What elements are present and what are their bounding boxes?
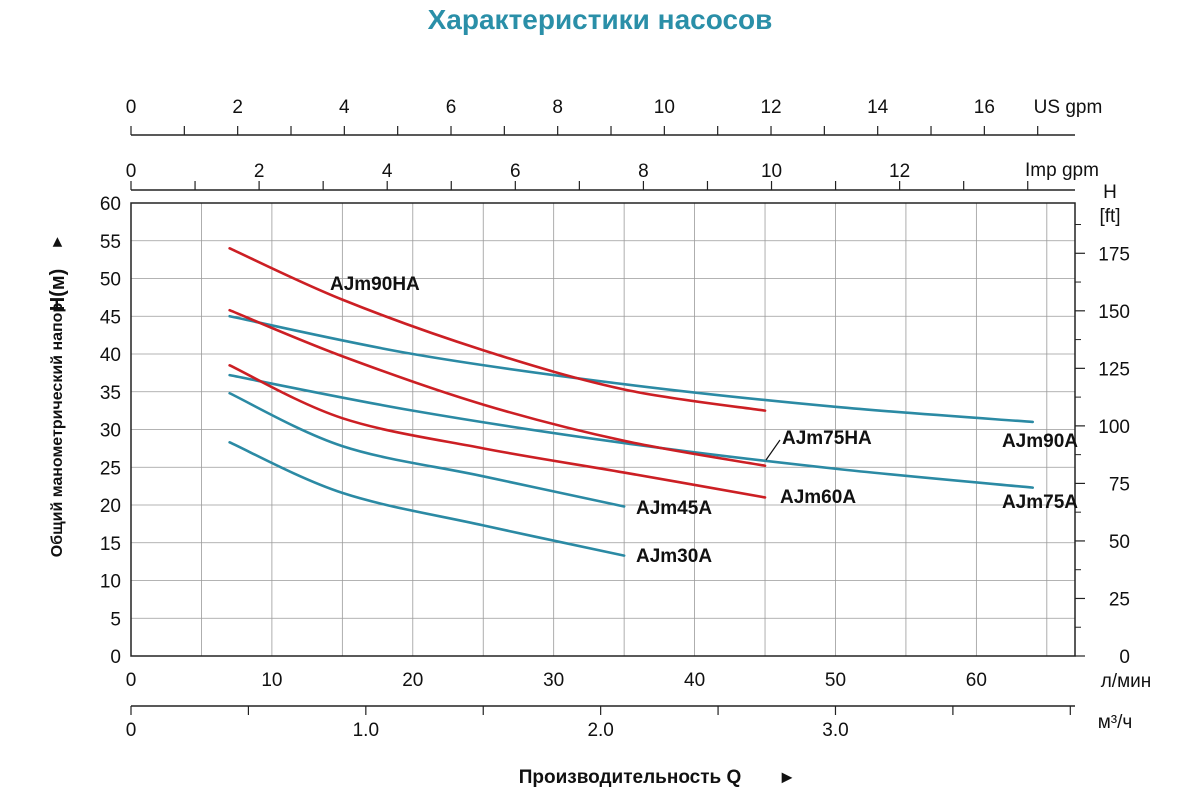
- us-gpm-tick-label: 4: [339, 97, 350, 118]
- y-tick-label: 25: [100, 458, 121, 479]
- imp-gpm-tick-label: 0: [126, 161, 137, 182]
- x-tick-label: 60: [966, 670, 987, 691]
- imp-gpm-tick-label: 10: [761, 161, 782, 182]
- series-label-ajm30a: AJm30A: [636, 546, 712, 567]
- y-tick-label: 0: [110, 647, 121, 668]
- us-gpm-axis-unit: US gpm: [1034, 97, 1103, 118]
- labels: Общий манометрический напор H(м) ► Произ…: [47, 97, 1151, 788]
- x-axis-unit: л/мин: [1101, 671, 1152, 692]
- x-tick-label: 30: [543, 670, 564, 691]
- us-gpm-tick-label: 12: [760, 97, 781, 118]
- m3h-tick-label: 0: [126, 720, 137, 741]
- x-tick-label: 0: [126, 670, 137, 691]
- ft-tick-label: 125: [1098, 359, 1130, 380]
- y-tick-label: 5: [110, 609, 121, 630]
- series-label-ajm90a: AJm90A: [1002, 431, 1078, 452]
- series-label-ajm75ha: AJm75HA: [782, 428, 872, 449]
- series-label-ajm45a: AJm45A: [636, 498, 712, 519]
- m3h-tick-label: 1.0: [353, 720, 379, 741]
- x-tick-label: 40: [684, 670, 705, 691]
- series-label-ajm75a: AJm75A: [1002, 492, 1078, 513]
- y-tick-label: 35: [100, 383, 121, 404]
- ft-tick-label: 75: [1109, 474, 1130, 495]
- us-gpm-tick-label: 2: [232, 97, 243, 118]
- y-axis-label: Общий манометрический напор: [49, 303, 66, 558]
- y-tick-label: 20: [100, 496, 121, 517]
- y-tick-label: 60: [100, 194, 121, 215]
- series-line-ajm75a: [228, 373, 1035, 489]
- ft-tick-label: 150: [1098, 302, 1130, 323]
- ft-tick-label: 100: [1098, 417, 1130, 438]
- m3h-tick-label: 3.0: [822, 720, 848, 741]
- series-line-ajm60a: [228, 364, 767, 499]
- series-line-ajm90ha: [228, 247, 767, 412]
- ft-tick-label: 25: [1109, 589, 1130, 610]
- us-gpm-tick-label: 0: [126, 97, 137, 118]
- us-gpm-tick-label: 14: [867, 97, 889, 118]
- imp-gpm-axis-unit: Imp gpm: [1025, 160, 1099, 181]
- ft-tick-label: 0: [1119, 647, 1130, 668]
- imp-gpm-tick-label: 8: [638, 161, 649, 182]
- y-axis-unit: H(м): [47, 269, 69, 312]
- series-labels: AJm90HA AJm75HA AJm60A AJm90A AJm75A AJm45A AJ…: [330, 274, 1078, 567]
- imp-gpm-tick-label: 6: [510, 161, 521, 182]
- us-gpm-tick-label: 16: [974, 97, 995, 118]
- imp-gpm-tick-label: 4: [382, 161, 393, 182]
- chart-title: Характеристики насосов: [427, 4, 773, 35]
- series-leader-ajm75ha: [765, 439, 781, 461]
- right-axis-label-unit: [ft]: [1099, 206, 1120, 227]
- y-tick-label: 50: [100, 270, 121, 291]
- grid: [130, 202, 1075, 657]
- plot-frame: [130, 202, 1076, 657]
- x-tick-label: 20: [402, 670, 423, 691]
- us-gpm-tick-label: 10: [654, 97, 675, 118]
- series-line-ajm90a: [228, 314, 1035, 424]
- right-axis-label-h: H: [1103, 182, 1117, 203]
- y-tick-label: 15: [100, 534, 121, 555]
- x-tick-label: 50: [825, 670, 846, 691]
- m3h-tick-label: 2.0: [587, 720, 613, 741]
- series-line-ajm30a: [228, 441, 626, 557]
- series-line-ajm75ha: [228, 308, 767, 468]
- series-label-ajm90ha: AJm90HA: [330, 274, 420, 295]
- series-lines: [228, 247, 1035, 557]
- us-gpm-tick-label: 6: [446, 97, 457, 118]
- imp-gpm-tick-label: 2: [254, 161, 265, 182]
- y-tick-label: 10: [100, 572, 121, 593]
- ft-tick-label: 50: [1109, 532, 1130, 553]
- series-label-ajm60a: AJm60A: [780, 487, 856, 508]
- x-axis-arrow: ►: [778, 767, 796, 787]
- imp-gpm-tick-label: 12: [889, 161, 910, 182]
- m3h-axis-unit: м³/ч: [1098, 712, 1133, 733]
- y-tick-label: 45: [100, 307, 121, 328]
- y-tick-label: 40: [100, 345, 121, 366]
- y-tick-label: 30: [100, 421, 121, 442]
- y-axis-arrow: ►: [49, 234, 66, 250]
- ft-tick-label: 175: [1098, 244, 1130, 265]
- x-axis-label: Производительность Q: [519, 767, 742, 788]
- us-gpm-tick-label: 8: [552, 97, 563, 118]
- y-tick-label: 55: [100, 232, 121, 253]
- x-tick-label: 10: [261, 670, 282, 691]
- series-line-ajm45a: [228, 391, 626, 508]
